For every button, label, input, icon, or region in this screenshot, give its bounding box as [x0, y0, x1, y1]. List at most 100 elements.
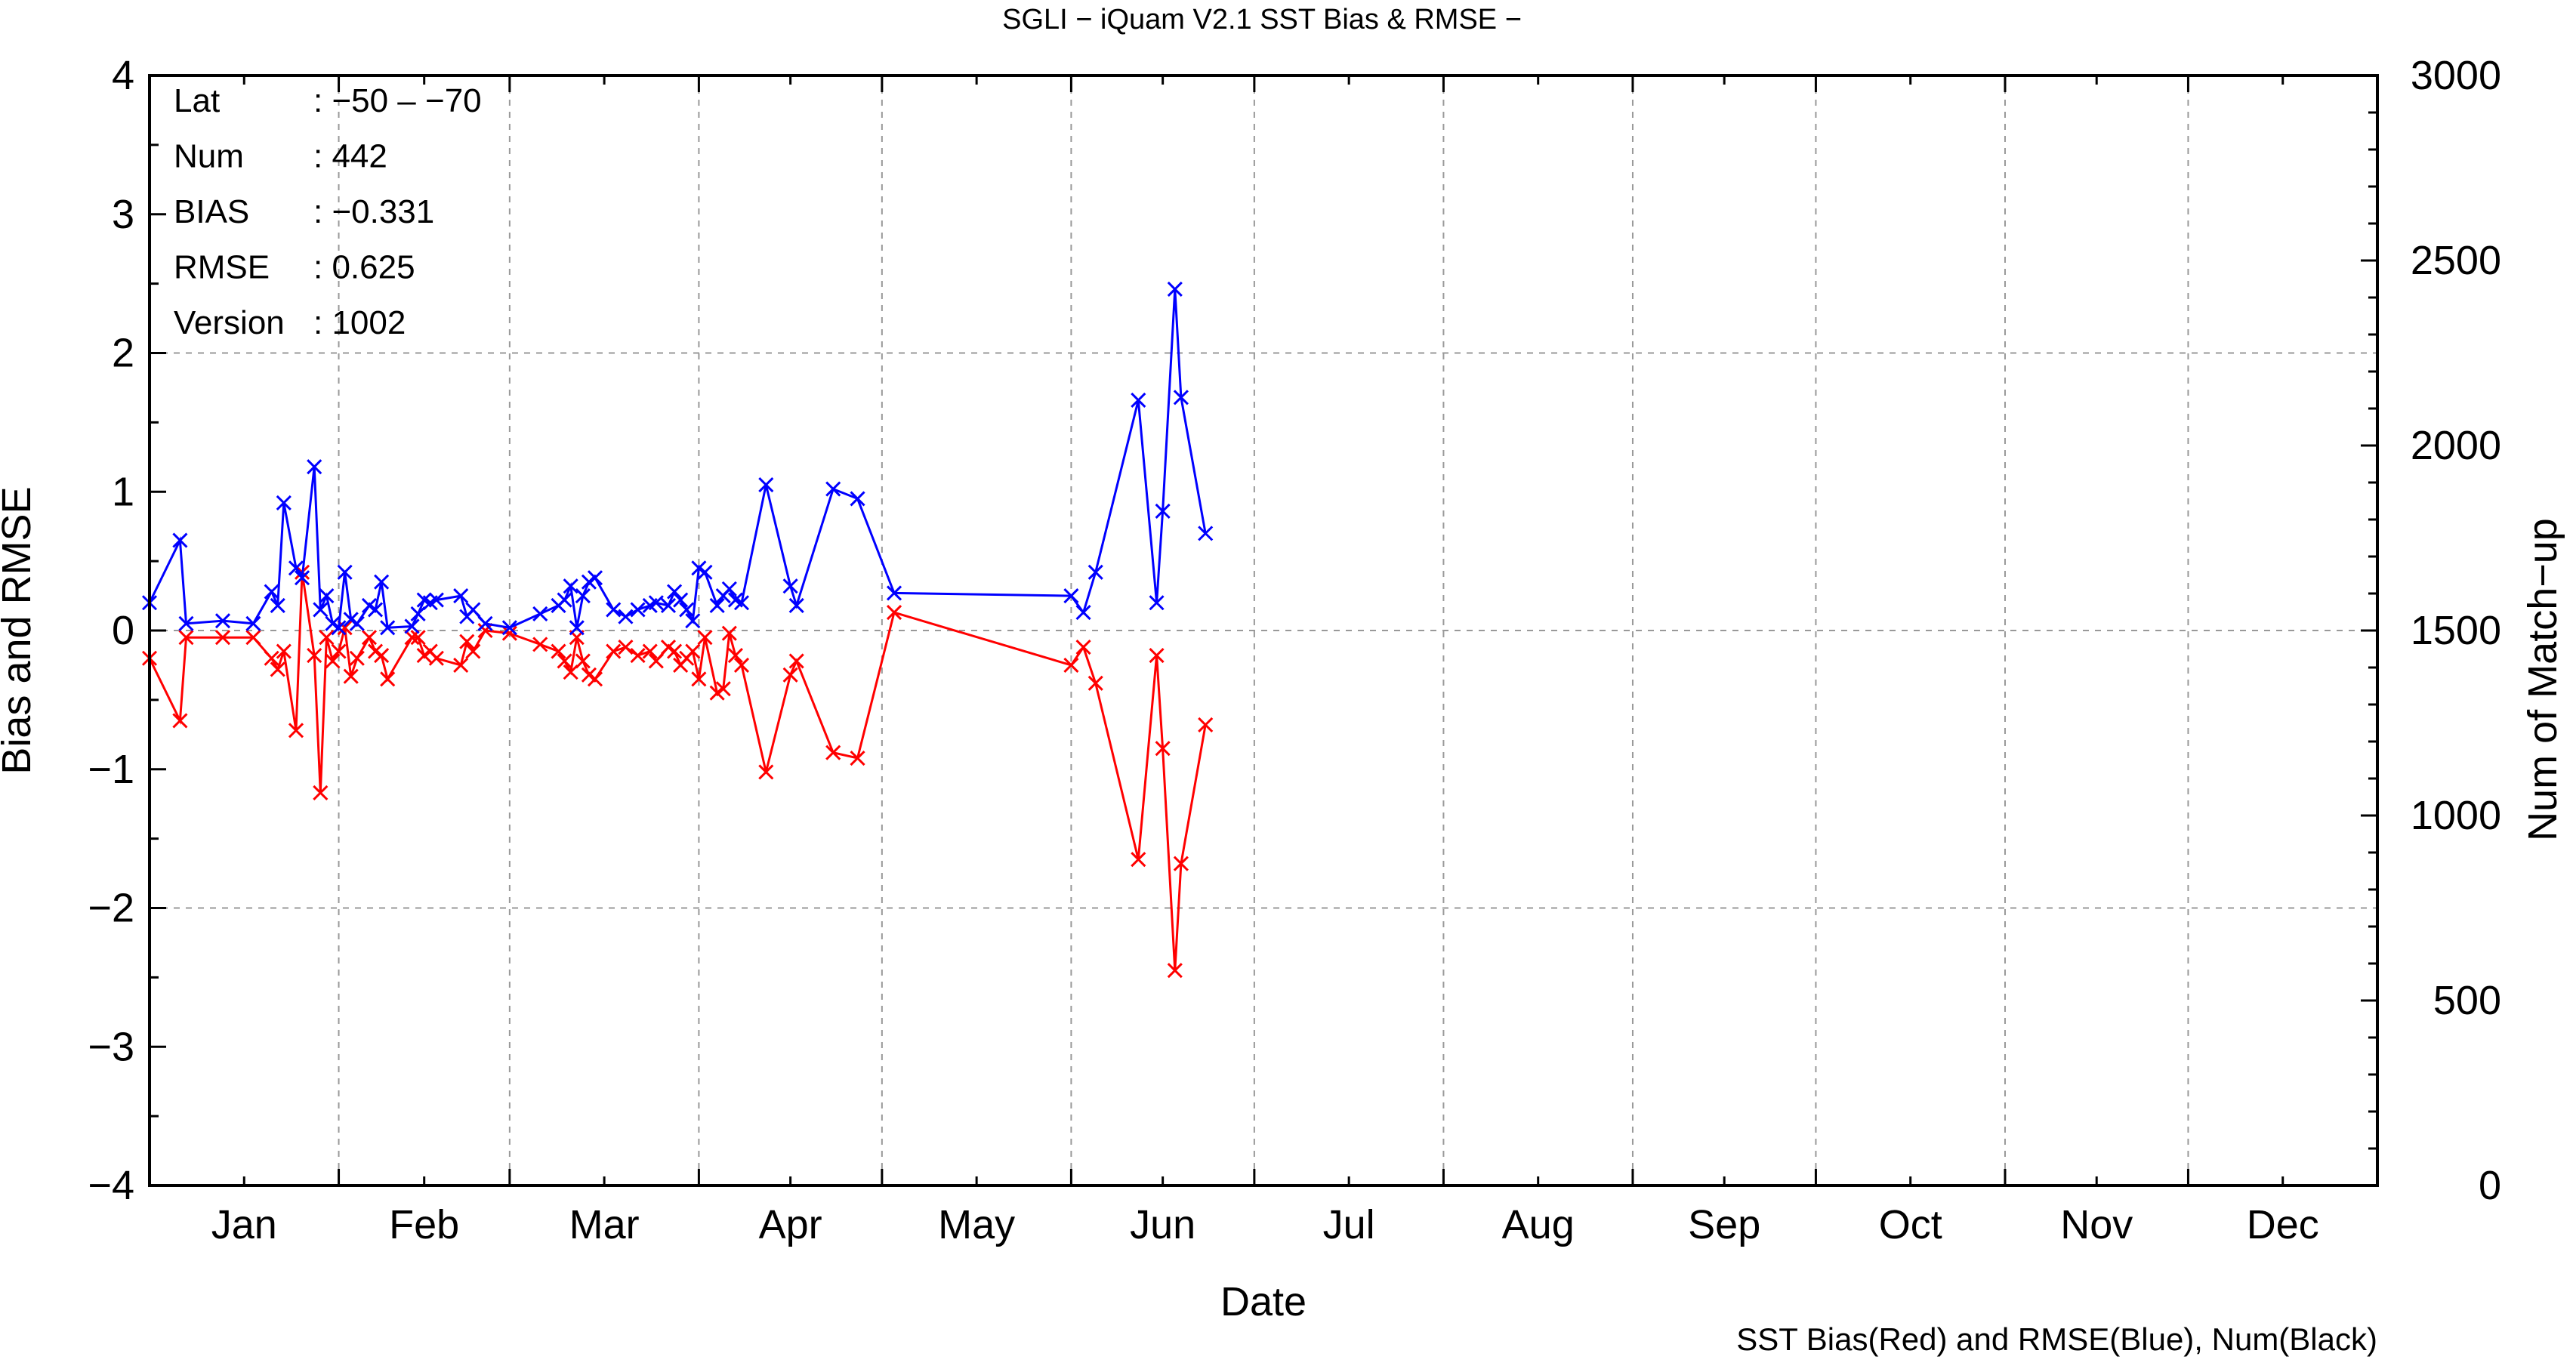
y-tick-label: 2 — [112, 331, 134, 376]
data-point-bias — [825, 745, 841, 760]
y-tick-label: 3 — [112, 192, 134, 237]
series-line-bias — [148, 572, 1207, 971]
info-label: Num — [174, 138, 244, 175]
data-point-rmse — [214, 613, 231, 629]
info-label: Lat — [174, 82, 220, 119]
data-point-rmse — [367, 602, 384, 618]
info-value: : −50 – −70 — [313, 82, 482, 119]
data-point-rmse — [1063, 588, 1079, 604]
data-point-bias — [587, 671, 603, 687]
data-point-bias — [782, 667, 798, 683]
data-point-rmse — [850, 491, 865, 507]
data-point-bias — [715, 681, 731, 697]
data-point-bias — [1198, 717, 1214, 733]
data-point-rmse — [264, 584, 279, 600]
data-point-bias — [325, 653, 341, 669]
y2-axis-label: Num of Match−up — [2520, 518, 2565, 841]
data-point-rmse — [313, 602, 329, 618]
y-tick-label: −1 — [88, 747, 134, 792]
data-point-bias — [727, 648, 743, 664]
data-point-rmse — [758, 477, 774, 493]
legend-note: SST Bias(Red) and RMSE(Blue), Num(Black) — [1736, 1321, 2377, 1357]
data-point-bias — [343, 668, 359, 684]
info-value: : 442 — [313, 138, 387, 175]
info-value: : 1002 — [313, 304, 406, 341]
data-point-bias — [721, 625, 737, 641]
data-point-bias — [331, 643, 347, 659]
series-rmse — [141, 281, 1214, 636]
data-point-bias — [1087, 675, 1103, 691]
data-point-rmse — [1131, 392, 1146, 409]
y-tick-label: 1 — [112, 469, 134, 514]
x-tick-label: Apr — [759, 1202, 822, 1247]
y2-tick-label: 500 — [2433, 978, 2501, 1023]
data-point-rmse — [1149, 595, 1165, 611]
data-point-bias — [276, 643, 292, 659]
data-point-bias — [428, 650, 444, 666]
data-point-bias — [214, 630, 231, 646]
x-tick-label: Jul — [1323, 1202, 1375, 1247]
data-point-bias — [319, 630, 335, 646]
data-point-rmse — [825, 481, 841, 497]
data-point-rmse — [697, 564, 713, 580]
data-point-rmse — [733, 595, 750, 611]
x-tick-label: Jun — [1130, 1202, 1195, 1247]
data-point-rmse — [501, 620, 517, 636]
data-point-rmse — [587, 570, 603, 586]
data-point-rmse — [307, 459, 322, 475]
data-point-bias — [270, 661, 285, 677]
data-point-bias — [563, 664, 578, 680]
data-point-rmse — [270, 597, 285, 613]
data-point-bias — [575, 653, 591, 669]
data-point-rmse — [648, 595, 664, 611]
data-point-rmse — [569, 620, 585, 636]
data-point-rmse — [685, 613, 701, 629]
info-box: Lat: −50 – −70 Num: 442 BIAS: −0.331 RMSE: … — [174, 82, 482, 341]
data-point-bias — [245, 630, 261, 646]
data-point-bias — [453, 657, 469, 673]
data-point-rmse — [477, 615, 493, 631]
y2-tick-label: 2000 — [2411, 423, 2501, 468]
data-point-bias — [1063, 657, 1079, 673]
data-point-bias — [1075, 639, 1091, 655]
data-point-rmse — [886, 585, 902, 601]
data-point-bias — [288, 723, 304, 738]
data-point-bias — [410, 630, 426, 646]
data-point-bias — [886, 605, 902, 621]
data-point-rmse — [557, 592, 572, 608]
data-point-rmse — [410, 606, 426, 622]
data-point-bias — [307, 648, 322, 664]
y-tick-label: −4 — [88, 1163, 134, 1208]
y-tick-label: −2 — [88, 886, 134, 931]
data-point-bias — [264, 650, 279, 666]
info-label: Version — [174, 304, 285, 341]
data-point-bias — [349, 650, 365, 666]
y2-tick-label: 3000 — [2411, 53, 2501, 98]
y-axis-tick-labels: −4 −3 −2 −1 0 1 2 3 4 — [88, 53, 134, 1208]
data-point-bias — [850, 750, 865, 766]
x-tick-label: Dec — [2247, 1202, 2319, 1247]
info-label: RMSE — [174, 249, 270, 286]
y2-tick-label: 1500 — [2411, 608, 2501, 653]
data-point-rmse — [575, 588, 591, 604]
grid-lines — [150, 76, 2377, 1186]
data-point-rmse — [1167, 281, 1183, 298]
data-point-rmse — [337, 564, 353, 580]
y2-tick-label: 0 — [2479, 1163, 2501, 1208]
data-point-rmse — [465, 602, 481, 618]
data-point-rmse — [288, 560, 304, 576]
data-point-rmse — [1173, 390, 1189, 405]
data-point-rmse — [660, 597, 677, 613]
data-point-rmse — [667, 584, 683, 600]
x-axis-label: Date — [1220, 1279, 1307, 1324]
data-point-rmse — [679, 602, 695, 618]
series-bias — [141, 564, 1214, 979]
data-point-bias — [788, 653, 804, 669]
data-point-bias — [758, 764, 774, 780]
x-tick-label: Feb — [389, 1202, 459, 1247]
x-tick-label: May — [938, 1202, 1015, 1247]
data-point-bias — [691, 671, 707, 687]
y-tick-label: 4 — [112, 53, 134, 98]
data-point-bias — [557, 653, 572, 669]
